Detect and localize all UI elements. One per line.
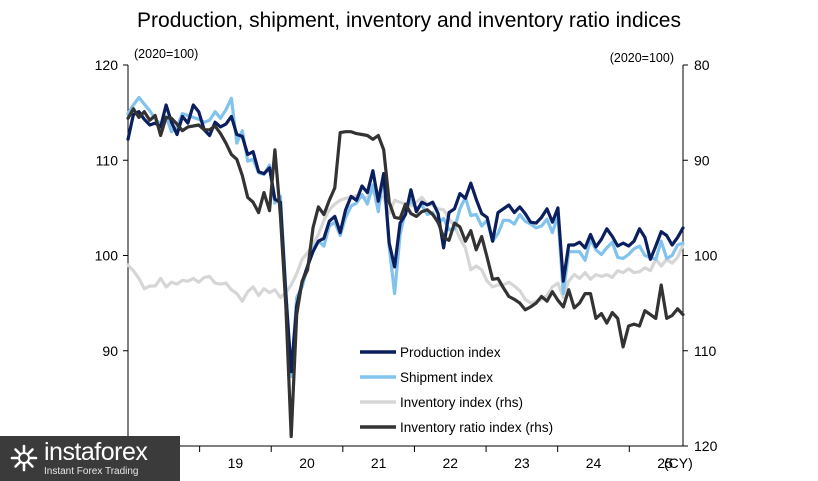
right-tick-label: 80	[694, 57, 710, 73]
x-tick-label: 24	[586, 455, 602, 471]
instaforex-logo-icon	[10, 444, 38, 472]
watermark-tagline: Instant Forex Trading	[44, 466, 139, 477]
watermark: instaforex Instant Forex Trading	[0, 436, 180, 481]
legend-label: Shipment index	[400, 370, 493, 385]
legend-label: Inventory ratio index (rhs)	[400, 420, 553, 435]
left-tick-label: 100	[95, 248, 119, 264]
x-tick-label: 20	[299, 455, 315, 471]
x-tick-label: 19	[228, 455, 244, 471]
series-group	[126, 95, 685, 439]
right-tick-label: 100	[694, 248, 718, 264]
watermark-name: instaforex	[44, 438, 148, 466]
x-tick-label: 21	[371, 455, 387, 471]
left-tick-label: 90	[102, 343, 118, 359]
series-line-2	[126, 95, 685, 379]
left-tick-label: 110	[96, 152, 119, 168]
legend-label: Production index	[400, 345, 501, 360]
x-axis-suffix: (CY)	[664, 455, 693, 471]
right-axis-unit-label: (2020=100)	[610, 51, 674, 65]
right-tick-label: 120	[694, 438, 718, 454]
series-line-1	[126, 103, 685, 374]
chart-title: Production, shipment, inventory and inve…	[137, 9, 681, 32]
left-axis-unit-label: (2020=100)	[134, 47, 198, 61]
series-line-4	[126, 107, 685, 439]
right-tick-label: 110	[694, 343, 717, 359]
left-tick-label: 120	[95, 57, 119, 73]
legend-label: Inventory index (rhs)	[400, 395, 523, 410]
x-tick-label: 23	[514, 455, 530, 471]
right-tick-label: 90	[694, 152, 710, 168]
x-tick-label: 25	[657, 455, 673, 471]
x-tick-label: 22	[442, 455, 458, 471]
axes-group: 80901001101208090100110120(2020=100)(202…	[95, 47, 718, 471]
legend: Production index Shipment index Inventory …	[360, 345, 553, 435]
